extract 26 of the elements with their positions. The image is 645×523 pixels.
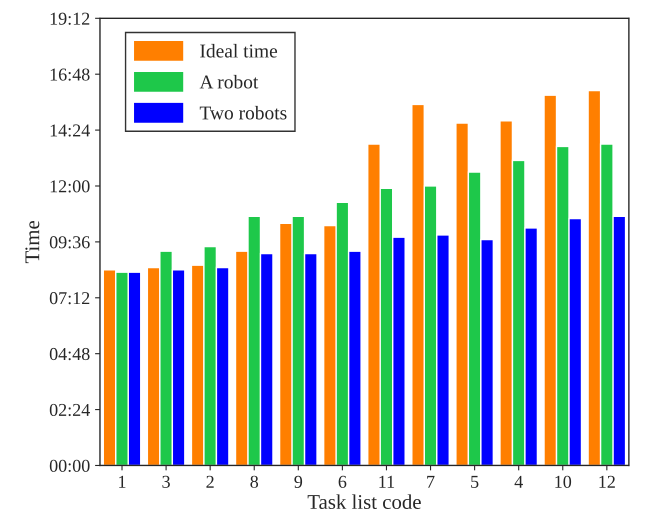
x-tick-label: 2 — [206, 476, 214, 488]
y-tick-label: 04:48 — [50, 348, 90, 360]
x-tick-label: 6 — [338, 476, 346, 488]
y-tick-label: 09:36 — [50, 236, 90, 248]
x-tick-label: 10 — [555, 476, 572, 488]
y-tick-label: 07:12 — [50, 292, 90, 304]
x-tick-label: 7 — [427, 476, 435, 488]
y-tick-label: 16:48 — [50, 68, 90, 81]
x-axis-title: Task list code — [308, 494, 421, 510]
x-tick-label: 9 — [294, 476, 302, 488]
y-tick-label: 14:24 — [50, 124, 90, 137]
y-tick-label: 02:24 — [50, 404, 90, 416]
x-tick-label: 3 — [162, 476, 170, 488]
x-tick-label: 12 — [599, 476, 615, 488]
legend-label: Two robots — [200, 106, 286, 120]
y-tick-label: 12:00 — [50, 180, 90, 193]
x-tick-label: 5 — [471, 476, 478, 488]
y-tick-label: 00:00 — [50, 460, 90, 472]
x-tick-label: 4 — [514, 476, 523, 488]
y-axis-title: Time — [25, 220, 40, 264]
y-tick-label: 19:12 — [50, 12, 90, 25]
x-tick-label: 1 — [119, 476, 126, 488]
x-tick-label: 11 — [379, 476, 394, 488]
legend-label: Ideal time — [200, 44, 278, 58]
legend-label: A robot — [200, 74, 258, 89]
x-tick-label: 8 — [250, 476, 258, 488]
